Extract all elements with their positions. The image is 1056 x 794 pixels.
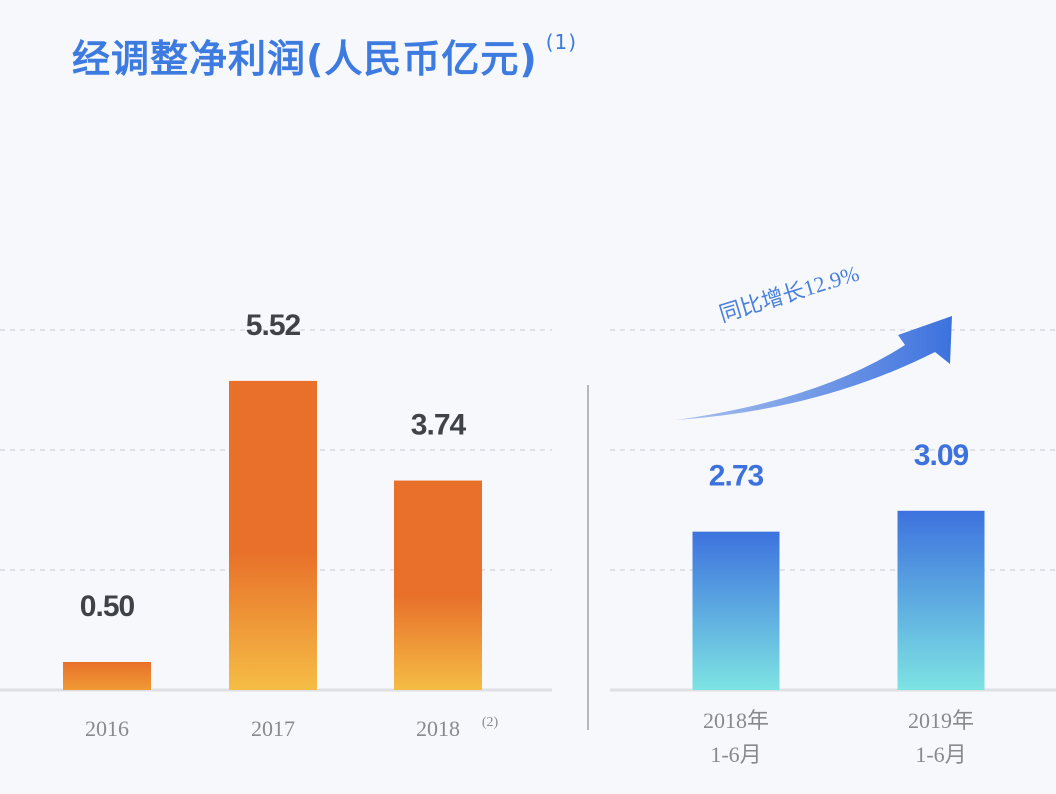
- x-tick-label: 2019年: [908, 708, 974, 733]
- value-label: 3.09: [914, 439, 969, 472]
- title-footnote: (1): [545, 30, 578, 54]
- x-tick-label: 2016: [85, 716, 129, 741]
- bar: [63, 662, 151, 690]
- growth-arrow: [676, 316, 952, 420]
- title-text: 经调整净利润(人民币亿元): [72, 37, 538, 81]
- x-tick-label: 1-6月: [710, 742, 761, 767]
- value-label: 5.52: [246, 309, 301, 342]
- x-tick-label: 2017: [251, 716, 295, 741]
- bar: [394, 480, 482, 690]
- x-tick-footnote: (2): [482, 715, 499, 730]
- chart-title: 经调整净利润(人民币亿元) (1): [72, 28, 577, 83]
- value-label: 3.74: [411, 409, 467, 442]
- bar: [229, 380, 317, 690]
- value-label: 2.73: [709, 460, 764, 493]
- x-tick-label: 1-6月: [915, 742, 966, 767]
- value-label: 0.50: [80, 590, 135, 623]
- growth-annotation: 同比增长12.9%: [716, 261, 862, 327]
- x-tick-label: 2018年: [703, 708, 769, 733]
- bar: [692, 531, 780, 690]
- bar: [897, 510, 985, 690]
- x-tick-label: 2018: [416, 716, 460, 741]
